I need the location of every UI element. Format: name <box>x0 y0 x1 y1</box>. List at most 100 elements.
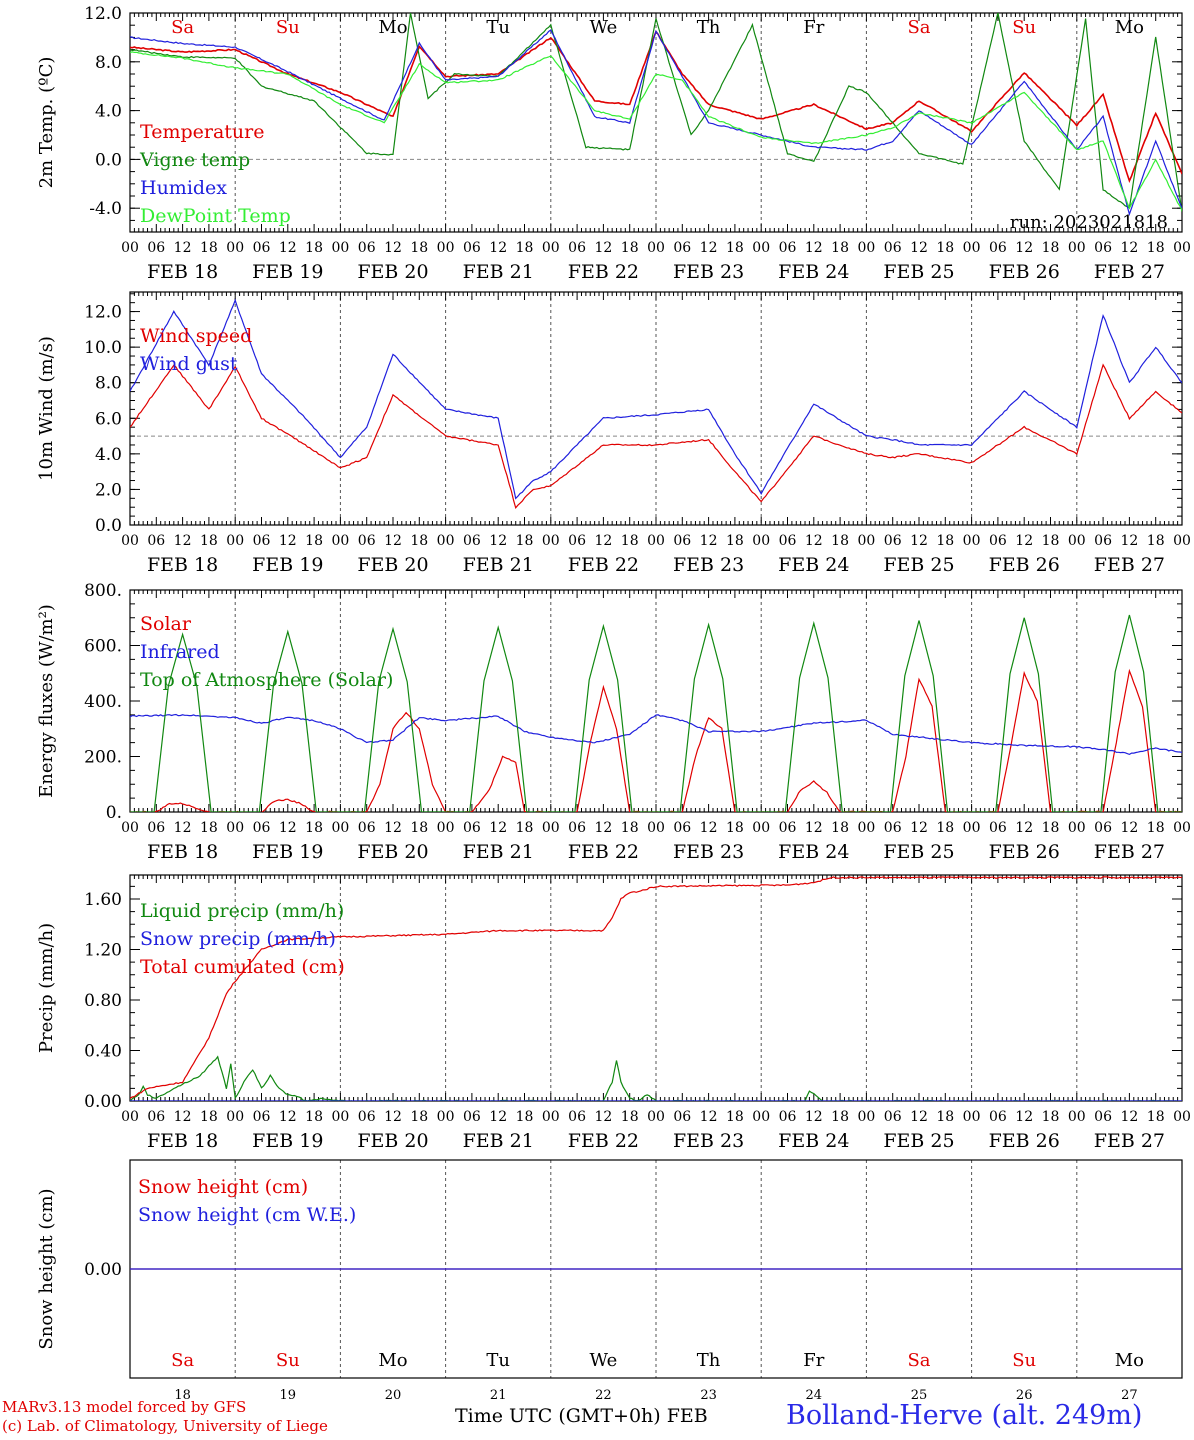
hour-tick-label: 12 <box>1120 240 1138 256</box>
hour-tick-label: 06 <box>673 533 691 549</box>
hour-tick-label: 06 <box>358 820 376 836</box>
hour-tick-label: 00 <box>542 533 560 549</box>
hour-tick-label: 06 <box>884 240 902 256</box>
hour-tick-label: 06 <box>463 533 481 549</box>
hour-tick-label: 18 <box>726 240 744 256</box>
hour-tick-label: 00 <box>226 240 244 256</box>
hour-tick-label: 18 <box>1042 240 1060 256</box>
model-credit: MARv3.13 model forced by GFS (c) Lab. of… <box>2 1398 328 1436</box>
hour-tick-label: 00 <box>1173 240 1191 256</box>
legend-entry: Top of Atmosphere (Solar) <box>140 669 393 691</box>
hour-tick-label: 00 <box>226 1109 244 1125</box>
hour-tick-label: 12 <box>805 1109 823 1125</box>
y-tick-label: 1.60 <box>84 890 122 910</box>
hour-tick-label: 06 <box>463 1109 481 1125</box>
hour-tick-label: 00 <box>331 533 349 549</box>
hour-tick-label: 00 <box>1068 240 1086 256</box>
hour-tick-label: 18 <box>726 820 744 836</box>
legend-entry: DewPoint Temp <box>140 205 291 227</box>
series-group <box>130 876 1182 1101</box>
hour-tick-label: 00 <box>121 1109 139 1125</box>
hour-tick-label: 18 <box>831 240 849 256</box>
panel-3: 0. 200. 400. 600. 800. Energy fluxes (W/m²) So… <box>36 581 1191 863</box>
hour-tick-label: 06 <box>779 1109 797 1125</box>
hour-tick-label: 06 <box>1094 240 1112 256</box>
date-label: FEB 19 <box>252 554 323 576</box>
hour-tick-label: 00 <box>752 533 770 549</box>
hour-tick-label: 18 <box>200 1109 218 1125</box>
date-label: FEB 23 <box>673 1130 744 1152</box>
hour-tick-label: 00 <box>542 1109 560 1125</box>
hour-tick-label: 06 <box>568 240 586 256</box>
hour-tick-label: 00 <box>437 820 455 836</box>
hour-tick-label: 06 <box>884 1109 902 1125</box>
day-number: 22 <box>595 1388 612 1403</box>
hour-tick-label: 00 <box>1068 533 1086 549</box>
series-group <box>130 13 1182 217</box>
hour-tick-label: 06 <box>358 533 376 549</box>
hour-tick-label: 00 <box>437 240 455 256</box>
hour-tick-label: 12 <box>384 533 402 549</box>
y-tick-label: 0.0 <box>95 150 122 170</box>
date-label: FEB 27 <box>1094 1130 1165 1152</box>
credit-line-1: MARv3.13 model forced by GFS <box>2 1398 247 1416</box>
weekday-label: Fr <box>803 17 824 38</box>
hour-tick-label: 12 <box>1120 1109 1138 1125</box>
y-tick-label: 0.0 <box>95 516 122 536</box>
series-line-3-3 <box>130 614 1182 812</box>
date-label: FEB 22 <box>568 1130 639 1152</box>
weekday-label: Su <box>276 17 300 38</box>
hour-tick-label: 06 <box>253 1109 271 1125</box>
weekday-label: Su <box>1012 1350 1036 1371</box>
hour-tick-label: 12 <box>805 820 823 836</box>
weekday-label: Sa <box>907 1350 930 1371</box>
hour-tick-label: 18 <box>1042 820 1060 836</box>
hour-tick-label: 12 <box>700 1109 718 1125</box>
hour-tick-label: 00 <box>647 533 665 549</box>
hour-tick-label: 00 <box>121 240 139 256</box>
y-tick-label: 0.00 <box>84 1260 122 1280</box>
hour-tick-label: 12 <box>489 1109 507 1125</box>
hour-tick-label: 12 <box>594 533 612 549</box>
hour-tick-label: 18 <box>726 1109 744 1125</box>
weekday-label: Th <box>697 1350 721 1371</box>
hour-tick-label: 00 <box>647 240 665 256</box>
hour-tick-label: 12 <box>1015 240 1033 256</box>
date-label: FEB 27 <box>1094 841 1165 863</box>
date-label: FEB 19 <box>252 841 323 863</box>
hour-tick-label: 12 <box>174 533 192 549</box>
series-line-2-2 <box>130 298 1182 500</box>
hour-tick-label: 00 <box>752 820 770 836</box>
hour-tick-label: 06 <box>989 1109 1007 1125</box>
hour-tick-label: 12 <box>910 533 928 549</box>
date-label: FEB 26 <box>989 554 1060 576</box>
hour-tick-label: 18 <box>936 1109 954 1125</box>
y-tick-label: 600. <box>84 637 122 657</box>
legend-entry: Snow precip (mm/h) <box>140 928 336 950</box>
legend-entry: Snow height (cm) <box>138 1176 308 1198</box>
hour-tick-label: 06 <box>253 533 271 549</box>
panel-5: 0.00 Snow height (cm) Snow height (cm) Snow… <box>36 1159 1183 1403</box>
date-label: FEB 20 <box>357 554 428 576</box>
hour-tick-label: 12 <box>700 533 718 549</box>
hour-tick-label: 18 <box>831 1109 849 1125</box>
date-label: FEB 24 <box>778 841 849 863</box>
date-label: FEB 23 <box>673 554 744 576</box>
run-label: run: 2023021818 <box>1010 212 1168 233</box>
date-label: FEB 24 <box>778 554 849 576</box>
date-label: FEB 18 <box>147 261 218 283</box>
hour-tick-label: 18 <box>1042 533 1060 549</box>
hour-tick-label: 12 <box>489 533 507 549</box>
hour-tick-label: 18 <box>831 533 849 549</box>
date-label: FEB 21 <box>463 261 534 283</box>
date-label: FEB 22 <box>568 841 639 863</box>
hour-tick-label: 12 <box>384 240 402 256</box>
y-tick-label: 0.00 <box>84 1092 122 1112</box>
hour-tick-label: 00 <box>226 533 244 549</box>
series-line-3-2 <box>130 713 1182 756</box>
date-label: FEB 19 <box>252 261 323 283</box>
hour-tick-label: 12 <box>489 240 507 256</box>
x-axis-title: Time UTC (GMT+0h) FEB <box>455 1405 708 1427</box>
hour-tick-label: 06 <box>884 820 902 836</box>
hour-tick-label: 06 <box>1094 1109 1112 1125</box>
